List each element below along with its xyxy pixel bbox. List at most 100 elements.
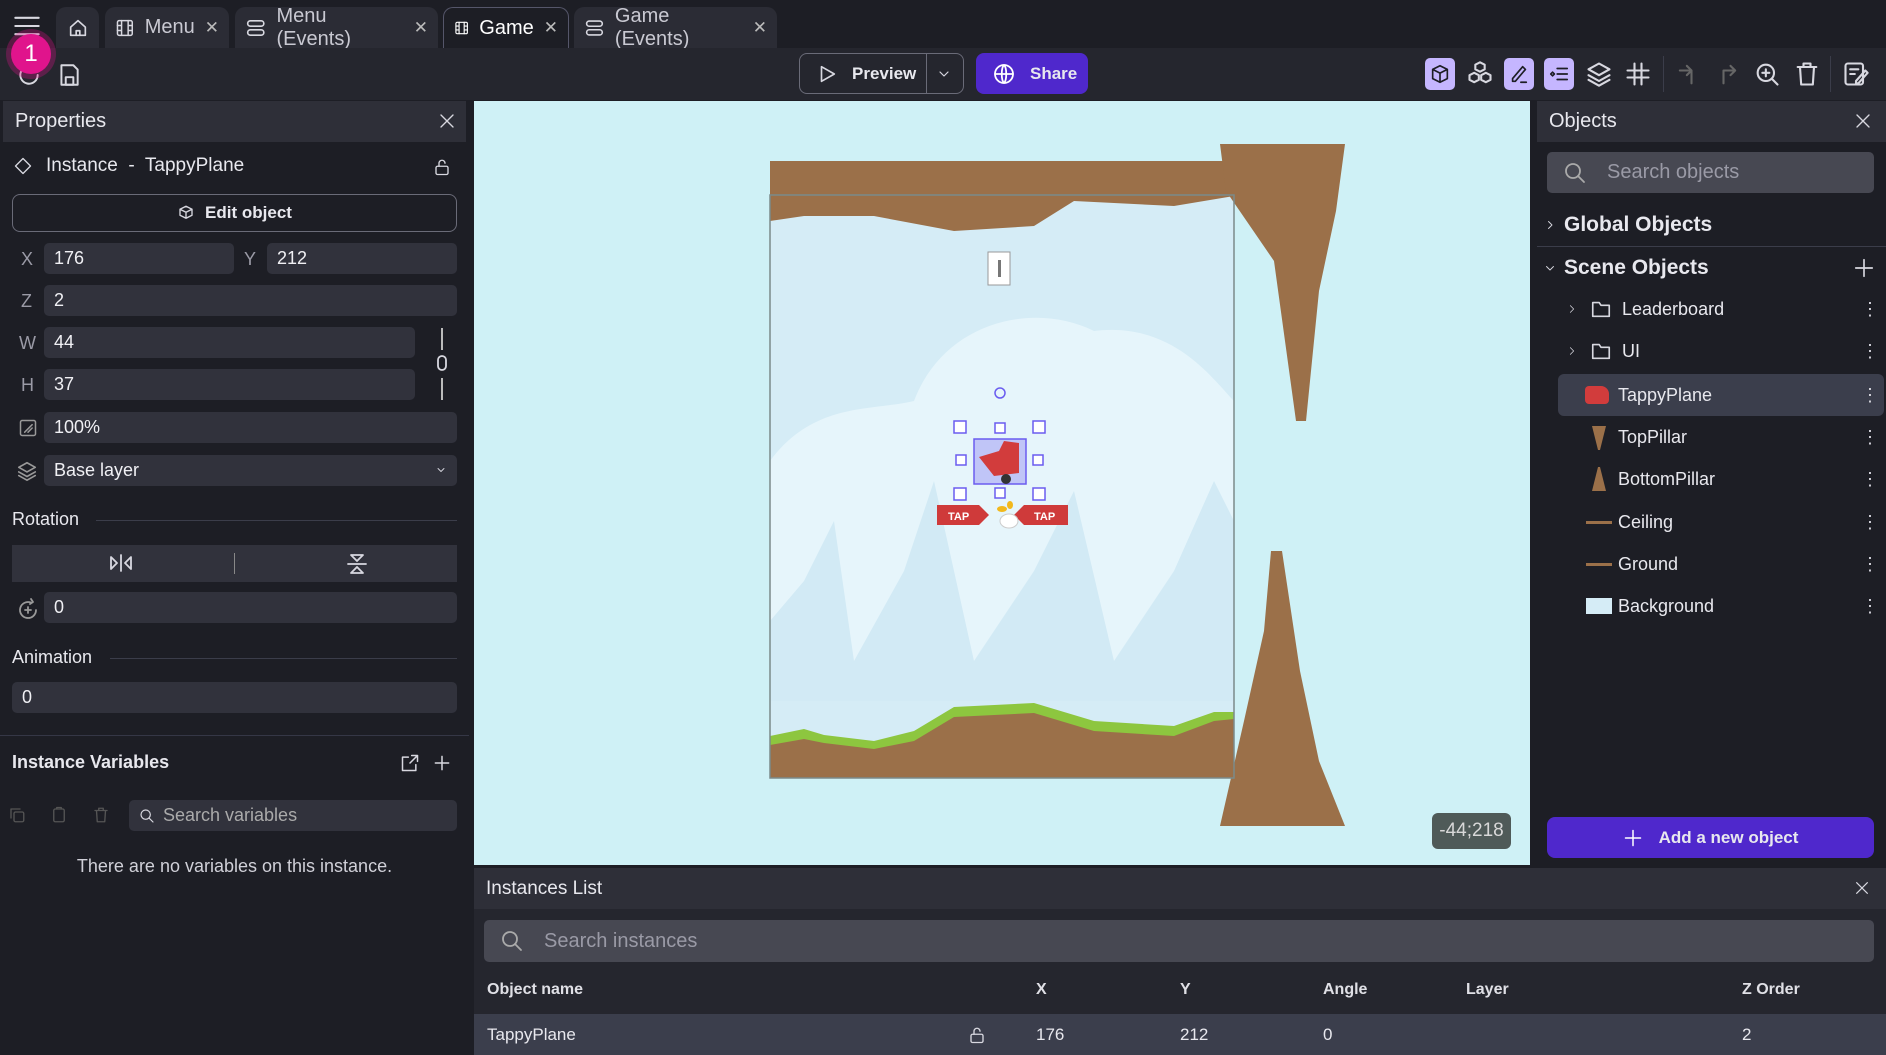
edit-pencil-icon[interactable] — [1504, 58, 1534, 90]
add-icon[interactable] — [1853, 257, 1875, 279]
object-3d-icon[interactable] — [1425, 58, 1455, 90]
unlock-icon[interactable] — [968, 1024, 986, 1046]
object-item-ceiling[interactable]: Ceiling ⋮ — [1558, 501, 1884, 543]
close-tab-icon[interactable]: ✕ — [752, 17, 767, 37]
share-button[interactable]: Share — [976, 53, 1088, 94]
delete-icon[interactable] — [92, 806, 110, 824]
object-item-background[interactable]: Background ⋮ — [1558, 585, 1884, 627]
trash-icon[interactable] — [1793, 60, 1821, 88]
search-placeholder: Search variables — [163, 805, 298, 825]
chevron-right-icon[interactable] — [1567, 303, 1577, 315]
chevron-down-icon[interactable] — [936, 66, 952, 82]
column-header-y[interactable]: Y — [1180, 981, 1191, 998]
unlock-icon[interactable] — [433, 157, 451, 177]
more-options-icon[interactable]: ⋮ — [1861, 595, 1879, 616]
object-item-toppillar[interactable]: TopPillar ⋮ — [1558, 416, 1884, 458]
opacity-input[interactable]: 100% — [44, 412, 457, 443]
search-variables-input[interactable]: Search variables — [129, 800, 457, 831]
width-input[interactable]: 44 — [44, 327, 415, 358]
close-tab-icon[interactable]: ✕ — [543, 18, 558, 37]
chevron-right-icon[interactable] — [1544, 218, 1556, 232]
layer-select[interactable]: Base layer — [44, 455, 457, 486]
object-item-ground[interactable]: Ground ⋮ — [1558, 543, 1884, 585]
instance-variables-title: Instance Variables — [12, 752, 170, 772]
x-input[interactable]: 176 — [44, 243, 234, 274]
edit-scene-properties-icon[interactable] — [1842, 60, 1870, 88]
more-options-icon[interactable]: ⋮ — [1861, 384, 1879, 405]
add-new-object-button[interactable]: Add a new object — [1547, 817, 1874, 858]
preview-label: Preview — [852, 63, 917, 83]
ceiling — [770, 161, 1234, 231]
chevron-right-icon[interactable] — [1567, 345, 1577, 357]
zoom-icon[interactable] — [1753, 60, 1781, 88]
plus-icon — [1623, 828, 1643, 848]
edit-object-button[interactable]: Edit object — [12, 194, 457, 232]
global-objects-group[interactable]: Global Objects — [1564, 213, 1713, 236]
grid-icon[interactable] — [1624, 60, 1652, 88]
object-item-tappyplane[interactable]: TappyPlane ⋮ — [1558, 374, 1884, 416]
more-options-icon[interactable]: ⋮ — [1861, 426, 1879, 447]
paste-icon[interactable] — [50, 806, 68, 824]
toolbar-divider — [1663, 56, 1664, 92]
tab-home[interactable] — [56, 7, 99, 48]
redo-icon[interactable] — [1713, 60, 1741, 88]
copy-icon[interactable] — [8, 806, 26, 824]
more-options-icon[interactable]: ⋮ — [1861, 298, 1879, 319]
search-objects-input[interactable]: Search objects — [1547, 152, 1874, 193]
globe-icon — [992, 62, 1016, 86]
mountains — [770, 481, 1234, 701]
more-options-icon[interactable]: ⋮ — [1861, 511, 1879, 532]
layers-icon[interactable] — [1584, 60, 1614, 88]
chevron-down-icon — [435, 464, 447, 476]
close-icon[interactable] — [1854, 880, 1870, 896]
table-row[interactable] — [474, 1014, 1886, 1055]
chevron-down-icon[interactable] — [1543, 262, 1557, 274]
animation-input[interactable]: 0 — [12, 682, 457, 713]
object-name: Ceiling — [1618, 511, 1674, 532]
z-input[interactable]: 2 — [44, 285, 457, 316]
search-instances-input[interactable]: Search instances — [484, 920, 1874, 962]
column-header-x[interactable]: X — [1036, 981, 1047, 998]
column-header-name[interactable]: Object name — [487, 981, 584, 998]
resize-handles — [953, 420, 1046, 501]
preview-button[interactable]: Preview — [799, 53, 964, 94]
object-item-leaderboard[interactable]: Leaderboard ⋮ — [1558, 288, 1884, 330]
more-options-icon[interactable]: ⋮ — [1861, 468, 1879, 489]
notification-badge[interactable]: 1 — [11, 34, 51, 74]
flip-vertical-icon[interactable] — [345, 552, 369, 576]
close-icon[interactable] — [1854, 112, 1872, 130]
close-tab-icon[interactable]: ✕ — [204, 17, 219, 37]
instances-list-icon[interactable] — [1544, 58, 1574, 90]
y-input[interactable]: 212 — [267, 243, 457, 274]
scene-objects-group[interactable]: Scene Objects — [1564, 256, 1709, 279]
tab-game[interactable]: Game ✕ — [443, 7, 569, 48]
link-ratio-icon[interactable] — [434, 353, 450, 373]
background-thumbnail-icon — [1586, 598, 1612, 614]
more-options-icon[interactable]: ⋮ — [1861, 553, 1879, 574]
x-label: X — [21, 249, 34, 269]
search-placeholder: Search instances — [544, 929, 698, 952]
plane-thumbnail-icon — [1585, 386, 1609, 404]
section-divider — [96, 520, 457, 521]
rotation-input[interactable]: 0 — [44, 592, 457, 623]
save-icon[interactable] — [56, 62, 82, 88]
open-external-icon[interactable] — [400, 753, 420, 773]
add-icon[interactable] — [432, 753, 452, 773]
object-groups-icon[interactable] — [1465, 60, 1495, 88]
ground — [770, 709, 1234, 778]
column-header-layer[interactable]: Layer — [1466, 981, 1509, 998]
undo-icon[interactable] — [1674, 60, 1702, 88]
column-header-z-order[interactable]: Z Order — [1742, 981, 1800, 998]
column-header-angle[interactable]: Angle — [1323, 981, 1368, 998]
close-tab-icon[interactable]: ✕ — [413, 17, 428, 37]
flip-horizontal-icon[interactable] — [108, 552, 134, 574]
object-item-ui[interactable]: UI ⋮ — [1558, 330, 1884, 372]
close-icon[interactable] — [438, 112, 456, 130]
tab-menu-events[interactable]: Menu (Events) ✕ — [235, 5, 438, 50]
tab-game-events[interactable]: Game (Events) ✕ — [574, 5, 777, 50]
height-input[interactable]: 37 — [44, 369, 415, 400]
scene-canvas[interactable]: TAP TAP -44;218 — [474, 101, 1530, 865]
tab-menu[interactable]: Menu ✕ — [105, 7, 229, 48]
object-item-bottompillar[interactable]: BottomPillar ⋮ — [1558, 458, 1884, 500]
more-options-icon[interactable]: ⋮ — [1861, 340, 1879, 361]
